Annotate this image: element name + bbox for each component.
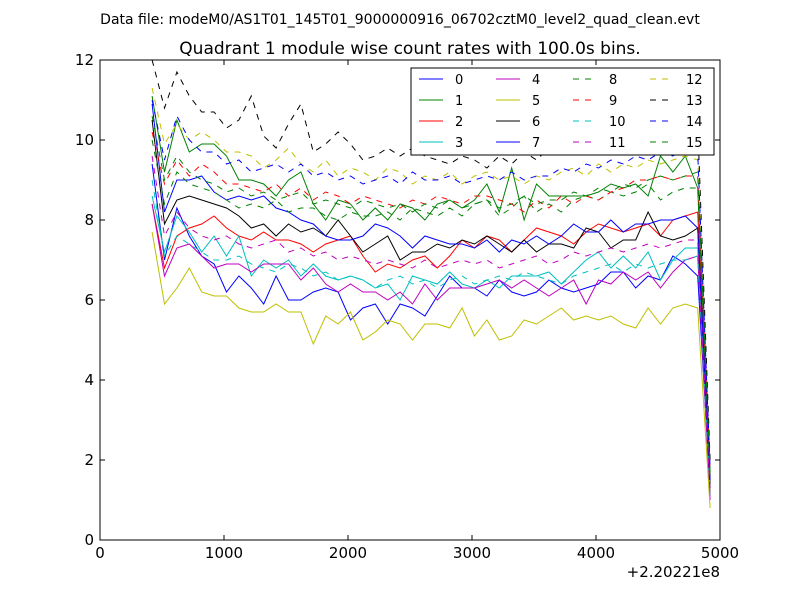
legend-label-15: 15 bbox=[686, 136, 703, 151]
series-line-9 bbox=[151, 131, 711, 473]
legend-label-13: 13 bbox=[686, 94, 703, 109]
y-tick-label: 6 bbox=[84, 291, 94, 309]
legend-label-14: 14 bbox=[686, 115, 703, 130]
x-tick-label: 4000 bbox=[577, 544, 615, 562]
series-line-12 bbox=[151, 87, 711, 465]
y-tick-label: 4 bbox=[84, 371, 94, 389]
legend-label-3: 3 bbox=[455, 136, 463, 151]
y-tick-label: 10 bbox=[75, 131, 94, 149]
legend-label-10: 10 bbox=[609, 115, 626, 130]
y-tick-label: 8 bbox=[84, 211, 94, 229]
series-line-15 bbox=[151, 115, 711, 473]
series-line-2 bbox=[151, 203, 711, 493]
y-tick-label: 12 bbox=[75, 51, 94, 69]
series-line-4 bbox=[151, 203, 711, 501]
legend-label-0: 0 bbox=[455, 73, 463, 88]
series-line-11 bbox=[151, 155, 711, 493]
legend-label-7: 7 bbox=[532, 136, 540, 151]
legend-label-6: 6 bbox=[532, 115, 540, 130]
y-tick-label: 0 bbox=[84, 531, 94, 549]
series-line-6 bbox=[151, 119, 711, 485]
x-tick-label: 0 bbox=[95, 544, 105, 562]
legend-label-1: 1 bbox=[455, 94, 463, 109]
legend-label-5: 5 bbox=[532, 94, 540, 109]
series-line-5 bbox=[151, 231, 711, 509]
x-offset-label: +2.20221e8 bbox=[627, 563, 720, 581]
series-line-7 bbox=[151, 103, 711, 481]
legend-label-2: 2 bbox=[455, 115, 463, 130]
legend-label-8: 8 bbox=[609, 73, 617, 88]
legend-label-9: 9 bbox=[609, 94, 617, 109]
x-tick-label: 3000 bbox=[453, 544, 491, 562]
series-line-8 bbox=[151, 139, 711, 477]
data-file-suptitle: Data file: modeM0/AS1T01_145T01_90000009… bbox=[100, 12, 700, 28]
series-line-10 bbox=[151, 179, 711, 493]
legend-label-12: 12 bbox=[686, 73, 703, 88]
y-tick-label: 2 bbox=[84, 451, 94, 469]
x-tick-label: 2000 bbox=[329, 544, 367, 562]
legend-box bbox=[410, 67, 715, 156]
legend-label-11: 11 bbox=[609, 136, 626, 151]
x-tick-label: 1000 bbox=[205, 544, 243, 562]
chart-title: Quadrant 1 module wise count rates with … bbox=[179, 39, 640, 59]
series-line-3 bbox=[151, 195, 711, 497]
series-line-0 bbox=[151, 163, 711, 489]
series-line-1 bbox=[151, 95, 711, 477]
legend-label-4: 4 bbox=[532, 73, 540, 88]
x-tick-label: 5000 bbox=[701, 544, 739, 562]
